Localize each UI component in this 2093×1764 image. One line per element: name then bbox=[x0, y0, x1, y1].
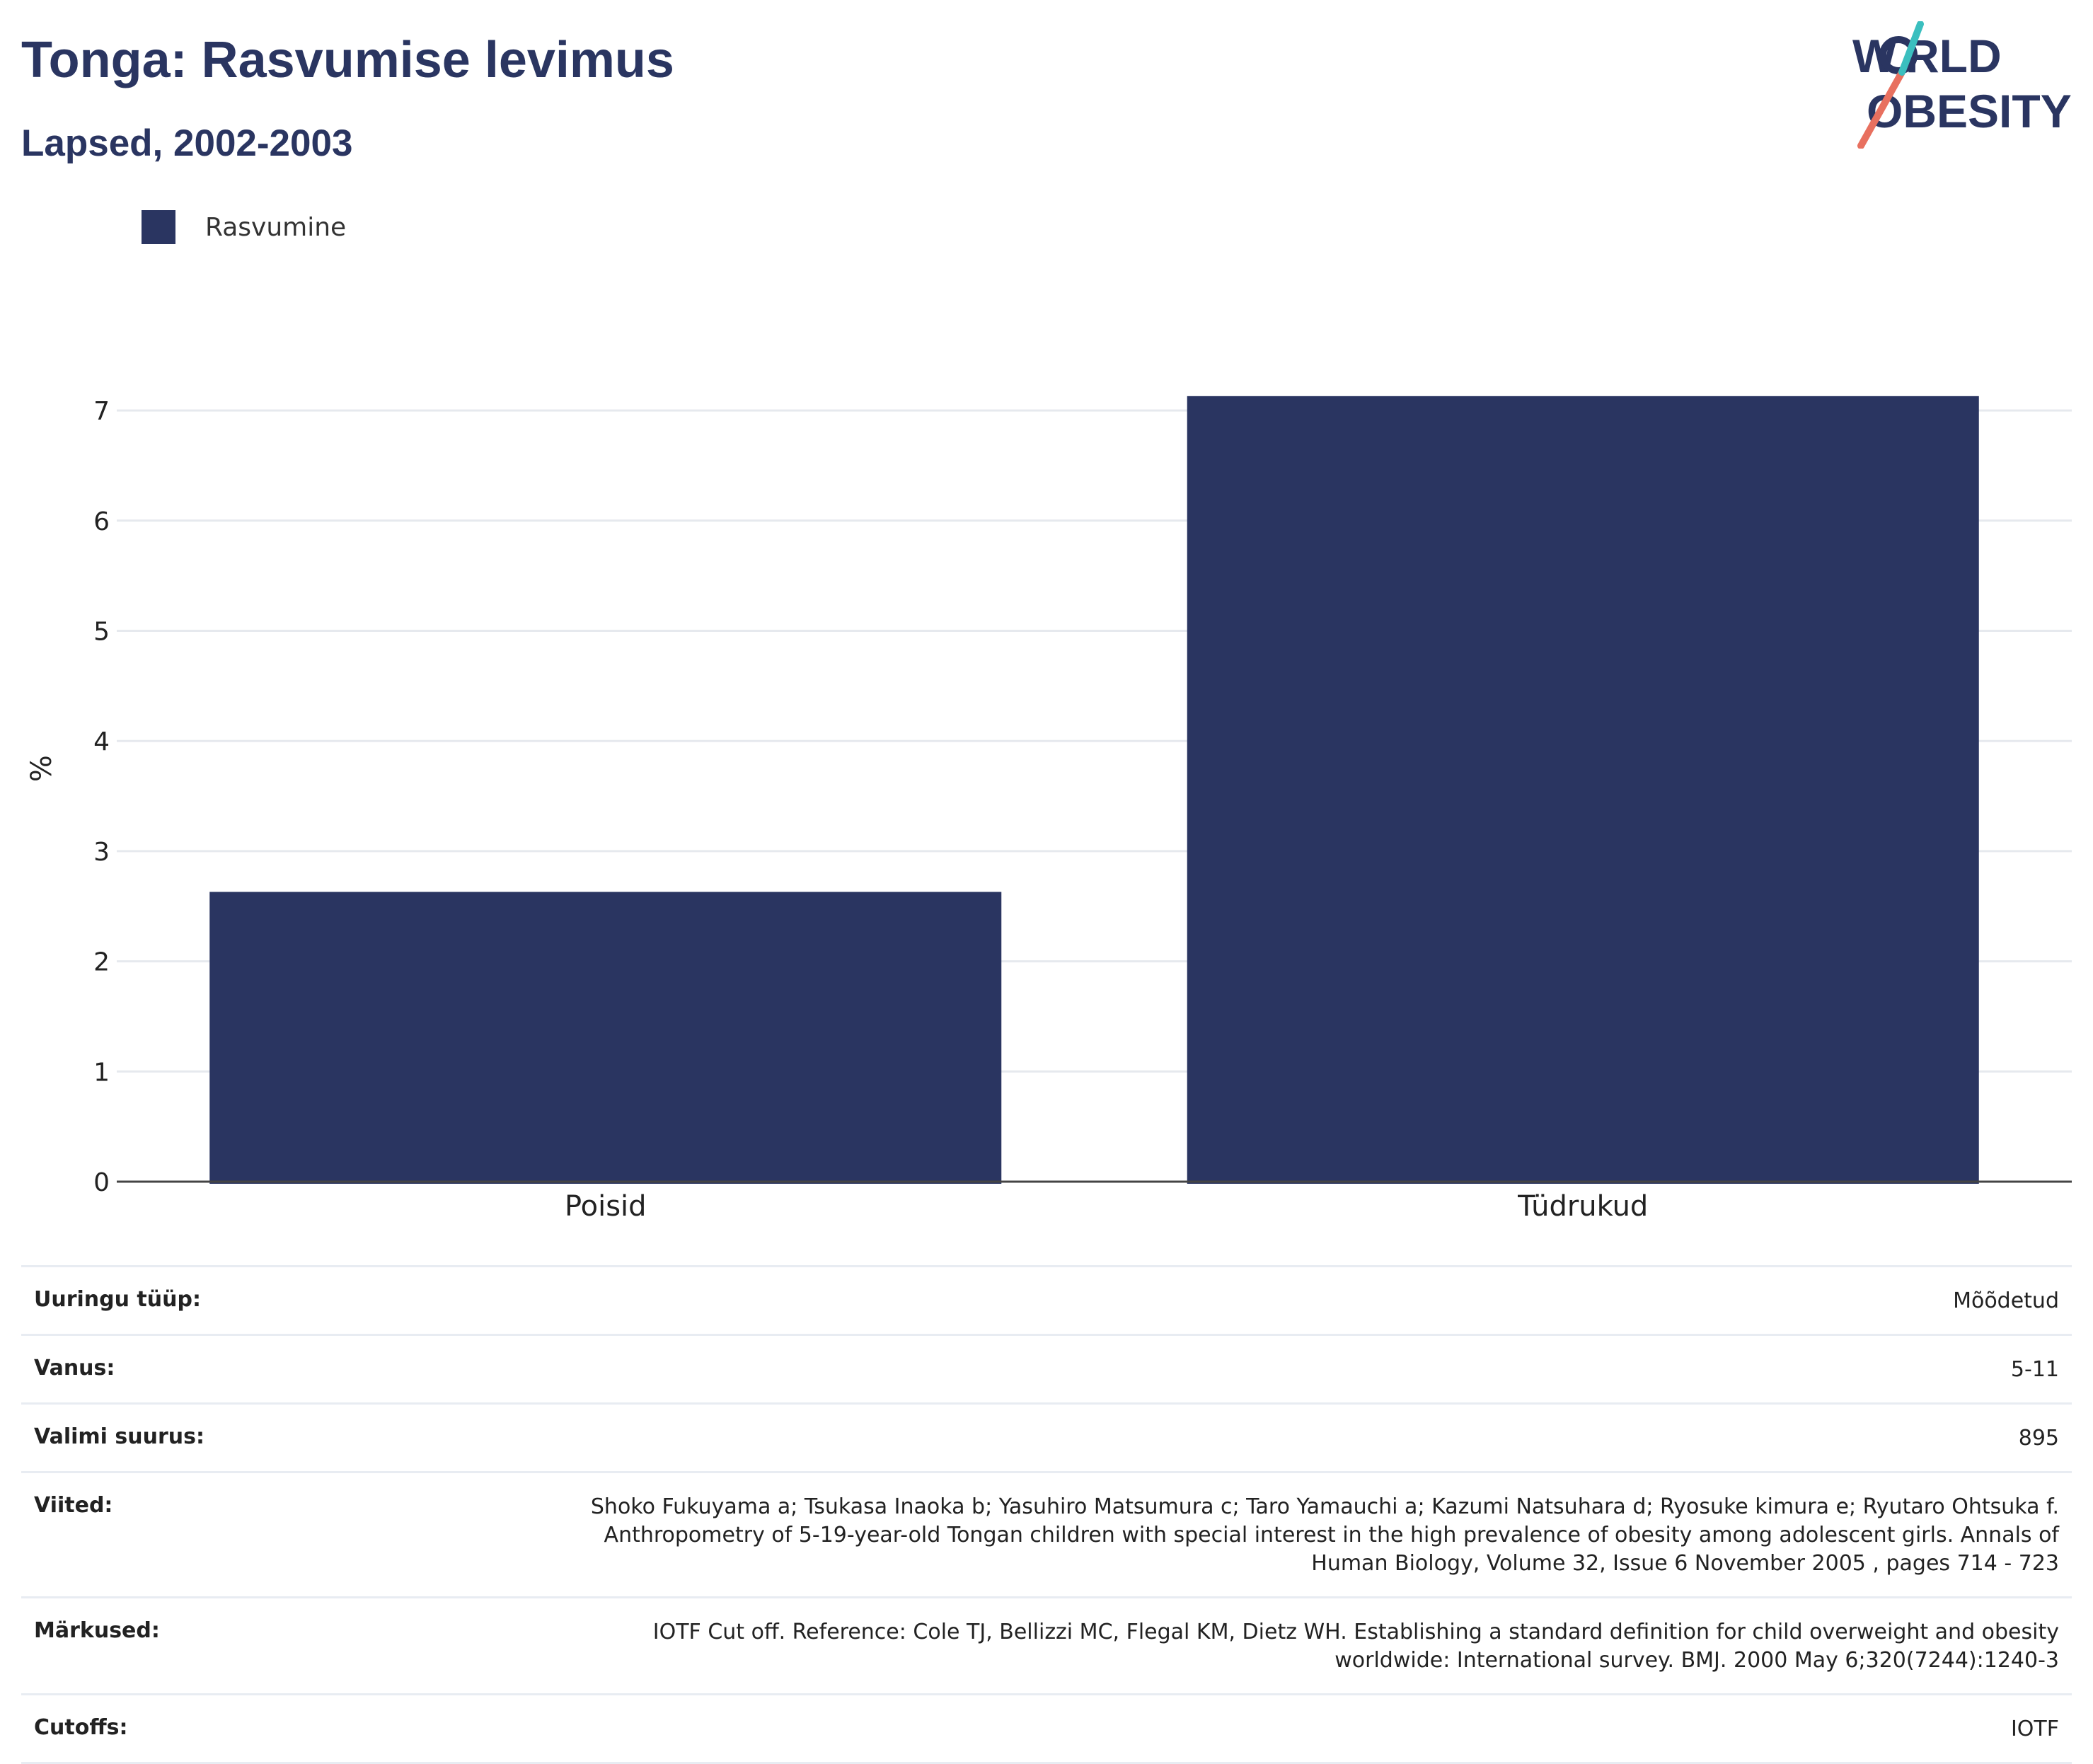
y-tick-label: 1 bbox=[93, 1058, 110, 1087]
y-tick-label: 2 bbox=[93, 948, 110, 977]
legend-swatch bbox=[142, 210, 175, 244]
y-tick-label: 0 bbox=[93, 1168, 110, 1197]
bar-chart: 0 1 2 3 4 5 6 7 Poisid Tüdrukud % bbox=[25, 396, 2072, 1223]
info-key: Valimi suurus: bbox=[34, 1424, 204, 1449]
bar bbox=[1187, 396, 1979, 1184]
info-value: Shoko Fukuyama a; Tsukasa Inaoka b; Yasu… bbox=[590, 1494, 2059, 1576]
info-key: Uuringu tüüp: bbox=[34, 1287, 201, 1312]
page-title: Tonga: Rasvumise levimus bbox=[21, 32, 674, 88]
info-row: Vanus: 5-11 bbox=[21, 1334, 2072, 1402]
info-key: Viited: bbox=[34, 1493, 113, 1518]
y-axis-label: % bbox=[25, 755, 58, 782]
bars bbox=[209, 396, 1979, 1184]
y-tick-label: 7 bbox=[93, 397, 110, 426]
y-tick-label: 6 bbox=[93, 507, 110, 536]
info-key: Cutoffs: bbox=[34, 1715, 128, 1740]
info-row: Märkused: IOTF Cut off. Reference: Cole T… bbox=[21, 1596, 2072, 1693]
info-value: Mõõdetud bbox=[1953, 1289, 2059, 1313]
x-tick-label: Tüdrukud bbox=[1517, 1190, 1648, 1223]
page-subtitle: Lapsed, 2002-2003 bbox=[21, 122, 353, 164]
y-tick-label: 4 bbox=[93, 727, 110, 756]
svg-text:RLD: RLD bbox=[1905, 30, 2002, 82]
info-row: Uuringu tüüp: Mõõdetud bbox=[21, 1265, 2072, 1334]
legend-label: Rasvumine bbox=[205, 212, 347, 242]
svg-text:OBESITY: OBESITY bbox=[1867, 85, 2072, 137]
x-tick-labels: Poisid Tüdrukud bbox=[565, 1190, 1648, 1223]
info-value: 5-11 bbox=[2010, 1357, 2059, 1382]
info-table: Uuringu tüüp: Mõõdetud Vanus: 5-11 Valimi su… bbox=[21, 1265, 2072, 1764]
info-row: Valimi suurus: 895 bbox=[21, 1402, 2072, 1471]
y-tick-labels: 0 1 2 3 4 5 6 7 bbox=[93, 397, 110, 1197]
x-tick-label: Poisid bbox=[565, 1190, 647, 1223]
info-key: Märkused: bbox=[34, 1618, 160, 1643]
y-tick-label: 3 bbox=[93, 838, 110, 867]
info-value: IOTF Cut off. Reference: Cole TJ, Belliz… bbox=[652, 1620, 2059, 1673]
svg-text:W: W bbox=[1852, 30, 1897, 82]
info-key: Vanus: bbox=[34, 1356, 115, 1380]
info-row: Cutoffs: IOTF bbox=[21, 1693, 2072, 1764]
y-tick-label: 5 bbox=[93, 618, 110, 647]
info-value: 895 bbox=[2018, 1426, 2059, 1451]
info-value: IOTF bbox=[2010, 1717, 2059, 1741]
world-obesity-logo: W RLD OBESITY bbox=[1852, 21, 2072, 149]
info-row: Viited: Shoko Fukuyama a; Tsukasa Inaoka … bbox=[21, 1471, 2072, 1596]
bar bbox=[209, 892, 1002, 1184]
chart-legend: Rasvumine bbox=[142, 209, 346, 245]
